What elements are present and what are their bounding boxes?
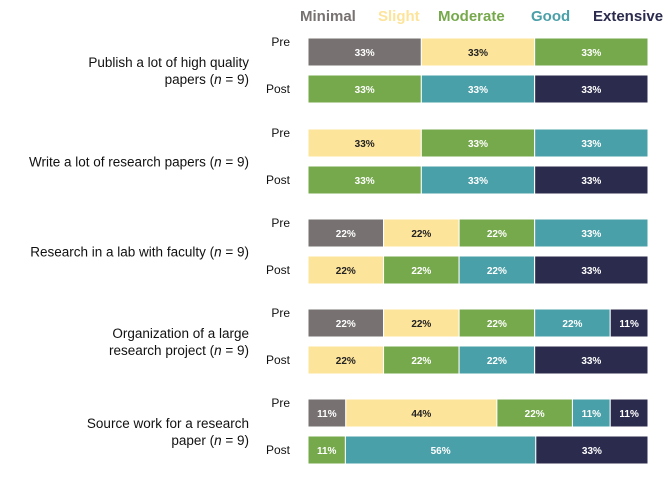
bar-segment-moderate xyxy=(458,308,536,338)
data-label: 22% xyxy=(336,319,356,330)
data-label: 44% xyxy=(411,409,431,420)
group-label: Research in a lab with faculty (n = 9) xyxy=(30,245,249,260)
data-label: 22% xyxy=(411,266,431,277)
bar-segment-moderate xyxy=(534,37,649,67)
data-label: 33% xyxy=(581,139,601,150)
bar-segment-slight xyxy=(383,308,460,338)
data-label: 11% xyxy=(619,319,639,330)
group-label: Source work for a research paper (n = 9) xyxy=(87,416,249,448)
bar-segment-good xyxy=(534,128,649,158)
bar-segment-good xyxy=(420,74,536,104)
chart-legend: Minimal Slight Moderate Good Extensive xyxy=(300,8,663,25)
data-label: 11% xyxy=(619,409,639,420)
bar-segment-extensive xyxy=(609,308,649,338)
data-label: 33% xyxy=(581,356,601,367)
data-label: 22% xyxy=(487,319,507,330)
bar-segment-moderate xyxy=(307,435,346,465)
bar-segment-moderate xyxy=(383,345,460,375)
row-label-post: Post xyxy=(266,353,291,367)
data-label: 22% xyxy=(336,356,356,367)
row-label-pre: Pre xyxy=(271,306,290,320)
data-label: 33% xyxy=(581,176,601,187)
data-label: 33% xyxy=(355,176,375,187)
data-label: 11% xyxy=(317,409,337,420)
legend-item-extensive: Extensive xyxy=(593,8,663,25)
data-label: 11% xyxy=(317,446,337,457)
group-labels: Publish a lot of high quality papers (n =… xyxy=(29,35,291,457)
bar-segment-moderate xyxy=(307,165,422,195)
bar-segment-extensive xyxy=(534,255,649,285)
data-label: 22% xyxy=(411,229,431,240)
group-label: Write a lot of research papers (n = 9) xyxy=(29,155,249,170)
data-label: 33% xyxy=(355,139,375,150)
legend-item-good: Good xyxy=(531,8,570,25)
bar-segment-slight xyxy=(307,255,385,285)
row-label-pre: Pre xyxy=(271,216,290,230)
bar-segment-slight xyxy=(307,128,422,158)
data-label: 22% xyxy=(487,266,507,277)
data-label: 22% xyxy=(525,409,545,420)
bar-segment-extensive xyxy=(534,345,649,375)
row-label-post: Post xyxy=(266,82,291,96)
data-label: 33% xyxy=(581,266,601,277)
bar-segment-good xyxy=(458,345,536,375)
group-label: Organization of a large research project … xyxy=(109,326,249,358)
data-label: 33% xyxy=(468,176,488,187)
bar-segment-moderate xyxy=(420,128,536,158)
data-label: 22% xyxy=(336,229,356,240)
bars: 33% 33% 33% 33% 33% 33% 33% 33% 33% 33% 33% 33% 22% 2… xyxy=(307,37,649,465)
data-label: 22% xyxy=(487,229,507,240)
group-label: Publish a lot of high quality papers (n =… xyxy=(88,55,249,87)
data-label: 33% xyxy=(355,48,375,59)
bar-segment-minimal xyxy=(307,308,385,338)
data-label: 33% xyxy=(581,229,601,240)
bar-segment-extensive xyxy=(534,74,649,104)
row-label-pre: Pre xyxy=(271,35,290,49)
data-label: 22% xyxy=(411,319,431,330)
bar-segment-good xyxy=(534,218,649,248)
bar-segment-extensive xyxy=(534,165,649,195)
bar-segment-extensive xyxy=(609,398,649,428)
bar-segment-slight xyxy=(383,218,460,248)
data-label: 22% xyxy=(411,356,431,367)
row-label-post: Post xyxy=(266,443,291,457)
data-label: 22% xyxy=(562,319,582,330)
data-label: 33% xyxy=(468,139,488,150)
bar-segment-good xyxy=(458,255,536,285)
data-label: 33% xyxy=(468,48,488,59)
data-label: 11% xyxy=(582,409,602,420)
legend-item-moderate: Moderate xyxy=(438,8,505,25)
legend-item-slight: Slight xyxy=(378,8,420,25)
data-label: 33% xyxy=(582,446,602,457)
bar-segment-minimal xyxy=(307,218,385,248)
legend-item-minimal: Minimal xyxy=(300,8,356,25)
data-label: 33% xyxy=(581,48,601,59)
row-label-post: Post xyxy=(266,173,291,187)
bar-segment-minimal xyxy=(307,37,422,67)
data-label: 33% xyxy=(581,85,601,96)
data-label: 56% xyxy=(431,446,451,457)
data-label: 22% xyxy=(336,266,356,277)
bar-segment-good xyxy=(344,435,537,465)
bar-segment-slight xyxy=(420,37,536,67)
row-label-post: Post xyxy=(266,263,291,277)
bar-segment-moderate xyxy=(383,255,460,285)
bar-segment-slight xyxy=(345,398,498,428)
row-label-pre: Pre xyxy=(271,396,290,410)
bar-segment-extensive xyxy=(535,435,649,465)
data-label: 22% xyxy=(487,356,507,367)
row-label-pre: Pre xyxy=(271,126,290,140)
data-label: 33% xyxy=(468,85,488,96)
data-label: 33% xyxy=(355,85,375,96)
